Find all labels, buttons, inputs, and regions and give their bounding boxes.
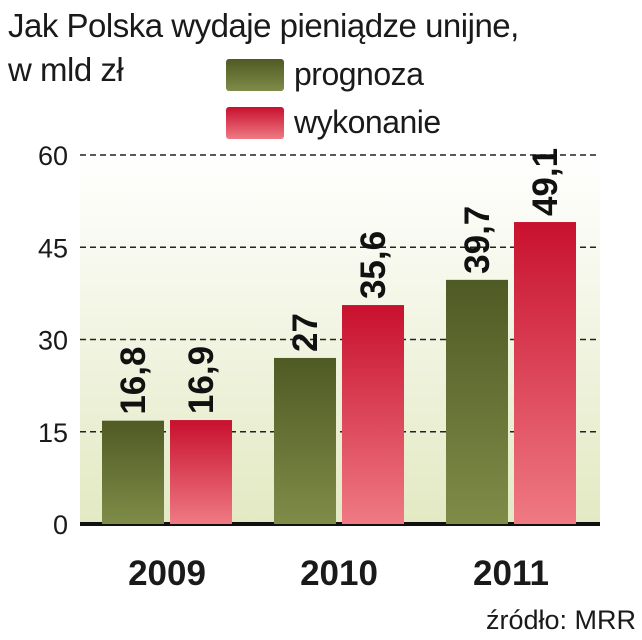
bar-prognoza-2010: [274, 357, 336, 524]
data-label-prognoza-2009: 16,8: [114, 347, 153, 415]
x-tick-label-2010: 2010: [300, 554, 378, 593]
chart-title: Jak Polska wydaje pieniądze unijne, w ml…: [8, 4, 519, 92]
legend-label-prognoza: prognoza: [294, 56, 424, 92]
bar-wykonanie-2009: [170, 420, 232, 524]
data-label-wykonanie-2011: 49,1: [526, 148, 565, 216]
source-note: źródło: MRR: [485, 605, 636, 635]
legend-item-wykonanie: wykonanie: [226, 104, 441, 141]
data-label-prognoza-2010: 27: [286, 313, 325, 352]
bar-prognoza-2009: [102, 420, 164, 524]
bar-wykonanie-2010: [342, 305, 404, 524]
data-label-wykonanie-2010: 35,6: [354, 231, 393, 299]
legend-swatch-prognoza: [226, 58, 284, 91]
bar-prognoza-2011: [446, 279, 508, 524]
legend-item-prognoza: prognoza: [226, 56, 424, 93]
y-tick-label-0: 0: [53, 510, 68, 540]
chart-title-line2: w mld zł: [8, 51, 124, 88]
chart-title-line1: Jak Polska wydaje pieniądze unijne,: [8, 7, 519, 44]
legend-swatch-wykonanie: [226, 106, 284, 139]
y-tick-label-60: 60: [38, 141, 68, 171]
y-tick-label-15: 15: [38, 418, 68, 448]
legend-label-wykonanie: wykonanie: [294, 104, 441, 140]
x-tick-label-2009: 2009: [128, 554, 206, 593]
x-tick-label-2011: 2011: [473, 554, 549, 593]
data-label-prognoza-2011: 39,7: [458, 206, 497, 274]
y-tick-label-45: 45: [38, 233, 68, 263]
data-label-wykonanie-2009: 16,9: [182, 346, 221, 414]
y-tick-label-30: 30: [38, 326, 68, 356]
bar-wykonanie-2011: [514, 222, 576, 524]
